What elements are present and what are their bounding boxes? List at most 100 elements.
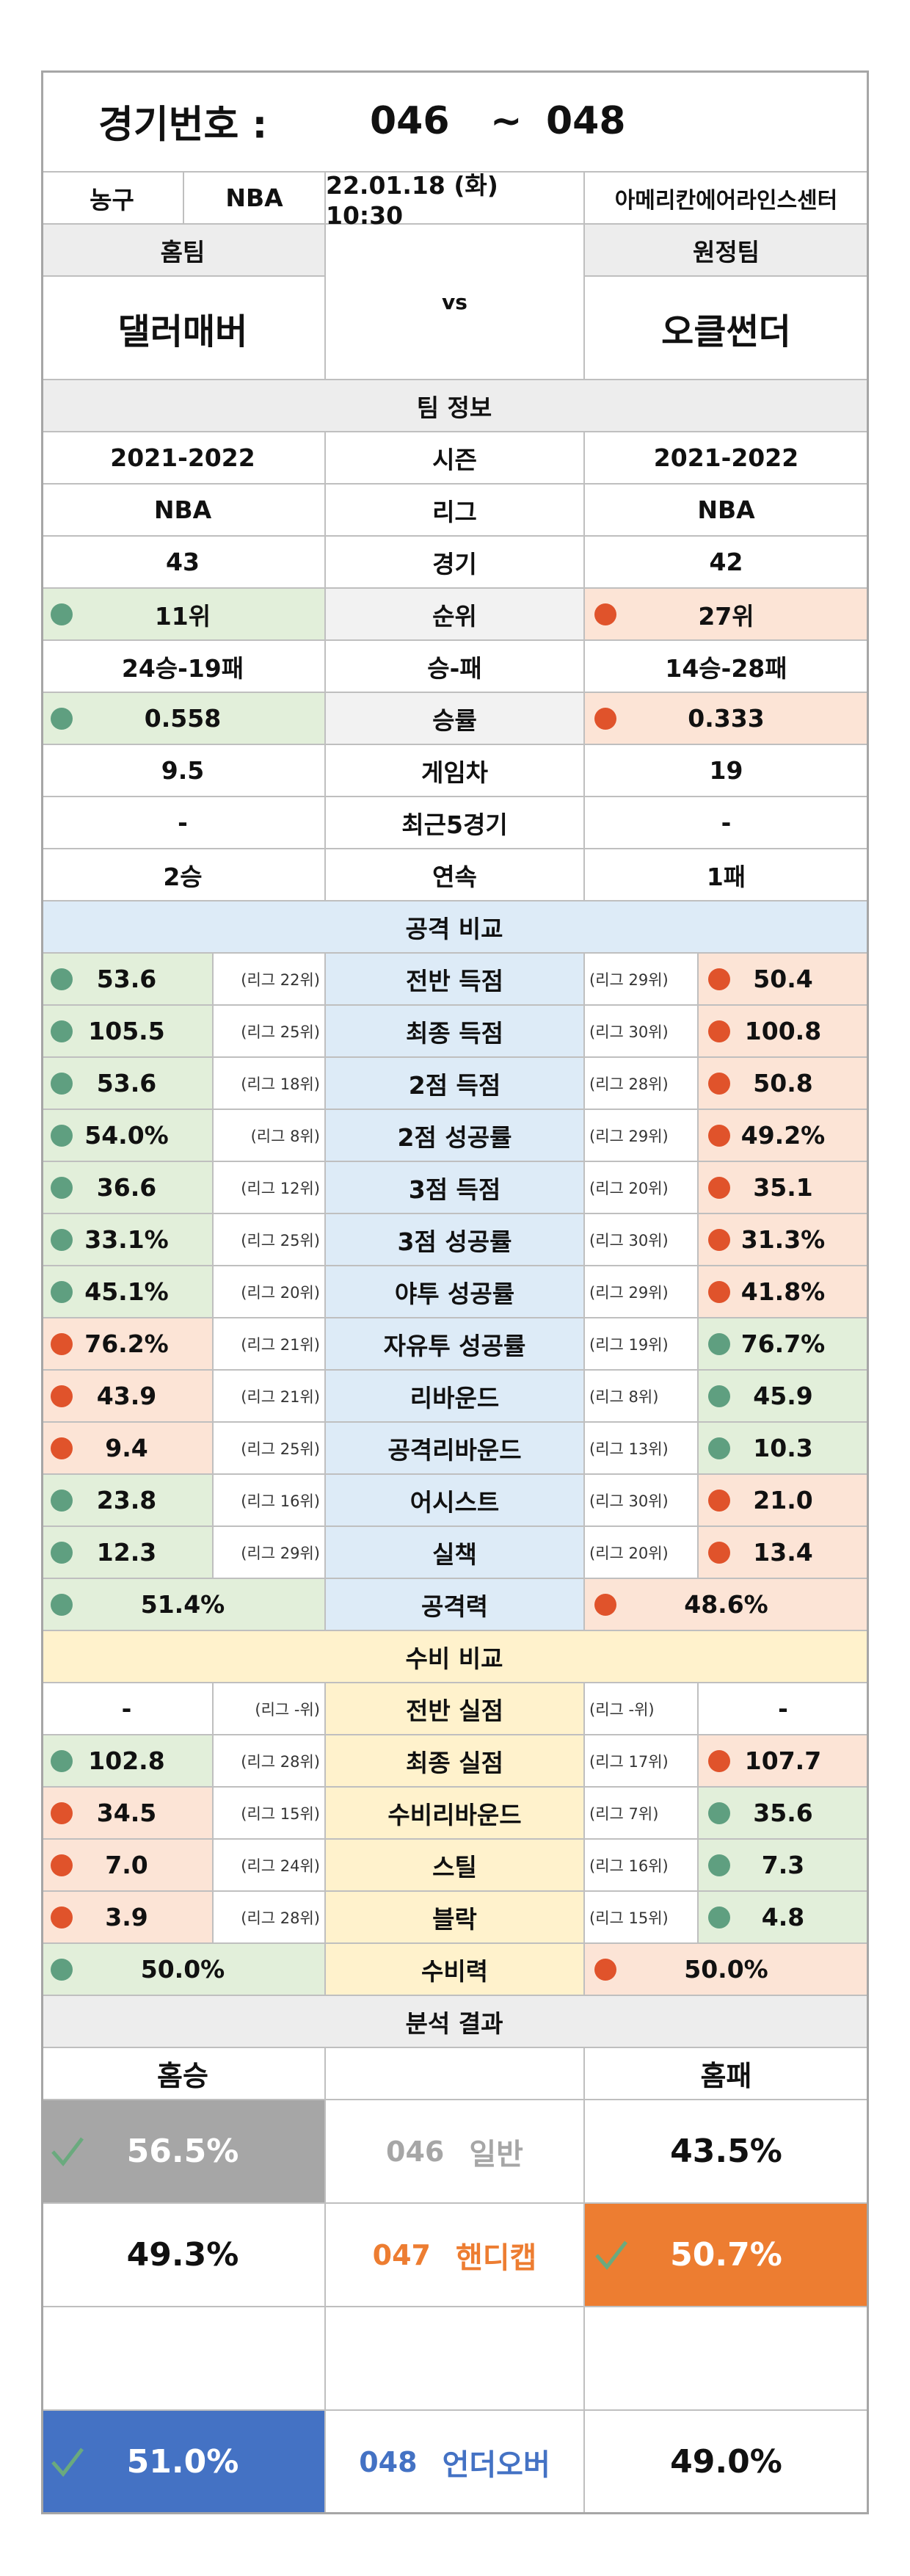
status-dot [51, 1072, 73, 1095]
to-code: 048 [546, 98, 626, 143]
bet-name: 일반 [469, 2137, 523, 2172]
from-code: 046 [370, 98, 450, 143]
home-value: 45.1% [41, 1266, 214, 1318]
section-title: 분석 결과 [41, 1996, 869, 2048]
away-value: 100.8 [699, 1006, 869, 1058]
status-dot [51, 1541, 73, 1564]
home-value: 54.0% [41, 1110, 214, 1162]
status-dot [51, 1020, 73, 1042]
status-dot [51, 1489, 73, 1512]
cell-text: (리그 16위) [589, 1857, 669, 1875]
home-value: NBA [41, 485, 326, 537]
cell-text: 23.8 [96, 1486, 157, 1514]
stat-label: 실책 [326, 1527, 585, 1579]
cell-text: (리그 30위) [589, 1492, 669, 1510]
cell-text: 시즌 [432, 445, 477, 474]
home-win-prob: 56.5% [41, 2100, 326, 2204]
away-rank: (리그 15위) [585, 1892, 699, 1944]
cell-text: 31.3% [740, 1225, 826, 1254]
away-value: 48.6% [585, 1579, 869, 1631]
home-value: 36.6 [41, 1162, 214, 1214]
cell-text: (리그 17위) [589, 1752, 669, 1771]
status-dot [708, 1489, 730, 1512]
status-dot [51, 1906, 73, 1929]
stat-label: 공격리바운드 [326, 1423, 585, 1475]
stat-label: 3점 득점 [326, 1162, 585, 1214]
status-dot [51, 603, 73, 625]
cell-text: vs [442, 289, 467, 314]
status-dot [594, 1593, 616, 1616]
bet-type: 048 언더오버 [326, 2411, 585, 2514]
home-win-prob: 49.3% [41, 2204, 326, 2307]
cell-text: 7.0 [105, 1851, 148, 1879]
away-value: 13.4 [699, 1527, 869, 1579]
status-dot [708, 1020, 730, 1042]
cell-text: 49.0% [670, 2443, 782, 2481]
home-rank: (리그 20위) [214, 1266, 326, 1318]
away-value: 2021-2022 [585, 432, 869, 485]
cell-text: (리그 22위) [241, 970, 320, 989]
away-value: 35.6 [699, 1788, 869, 1840]
stat-label: 순위 [326, 589, 585, 641]
cell-text: (리그 30위) [589, 1023, 669, 1041]
status-dot [51, 707, 73, 730]
cell-text: 팀 정보 [416, 393, 492, 422]
cell-text: (리그 21위) [241, 1335, 320, 1354]
cell-text: 27위 [698, 601, 754, 631]
cell-text: 50.0% [684, 1955, 768, 1984]
cell-text: 블락 [432, 1904, 477, 1934]
cell-text: (리그 20위) [589, 1544, 669, 1562]
cell-text: 105.5 [88, 1017, 165, 1045]
cell-text: (리그 8위) [250, 1127, 320, 1145]
cell-text: (리그 28위) [241, 1752, 320, 1771]
check-icon [51, 2136, 84, 2166]
cell-text: - [178, 808, 188, 837]
cell-text: (리그 25위) [241, 1023, 320, 1041]
cell-text: 홈팀 [160, 237, 205, 266]
cell-text: 2021-2022 [110, 443, 255, 472]
cell-text: - [721, 808, 732, 837]
cell-text: 24승-19패 [121, 653, 244, 683]
home-rank: (리그 22위) [214, 954, 326, 1006]
cell-text: 107.7 [744, 1746, 822, 1775]
blank [326, 2307, 585, 2411]
away-value: 45.9 [699, 1371, 869, 1423]
cell-text: (리그 29위) [241, 1544, 320, 1562]
venue: 아메리칸에어라인스센터 [585, 173, 869, 225]
cell-text: 승-패 [427, 653, 482, 683]
section-title: 공격 비교 [41, 901, 869, 954]
away-rank: (리그 7위) [585, 1788, 699, 1840]
cell-text: (리그 16위) [241, 1492, 320, 1510]
home-rank: (리그 16위) [214, 1475, 326, 1527]
home-rank: (리그 28위) [214, 1892, 326, 1944]
cell-text: 53.6 [96, 1069, 157, 1097]
cell-text: 49.3% [126, 2236, 239, 2274]
cell-text: 아메리칸에어라인스센터 [614, 187, 838, 214]
home-rank: (리그 29위) [214, 1527, 326, 1579]
cell-text: - [121, 1694, 132, 1723]
cell-text: 연속 [432, 862, 477, 891]
cell-text: (리그 -위) [589, 1700, 655, 1719]
status-dot [51, 1280, 73, 1303]
cell-text: 최근5경기 [401, 810, 508, 839]
status-dot [708, 1385, 730, 1407]
away-value: 31.3% [699, 1214, 869, 1266]
home-value: 9.4 [41, 1423, 214, 1475]
status-dot [708, 968, 730, 990]
cell-text: 홈승 [157, 2060, 208, 2092]
cell-text: 53.6 [96, 965, 157, 993]
sport: 농구 [41, 173, 184, 225]
away-rank: (리그 29위) [585, 1266, 699, 1318]
status-dot [708, 1332, 730, 1355]
home-value: 102.8 [41, 1735, 214, 1788]
stat-label: 전반 실점 [326, 1683, 585, 1735]
cell-text: 49.2% [740, 1121, 826, 1150]
home-rank: (리그 24위) [214, 1840, 326, 1892]
check-icon [51, 2447, 84, 2477]
cell-text: 최종 실점 [406, 1748, 503, 1777]
away-value: 41.8% [699, 1266, 869, 1318]
cell-text: 35.1 [753, 1173, 813, 1202]
stat-label: 수비력 [326, 1944, 585, 1996]
home-rank: (리그 15위) [214, 1788, 326, 1840]
cell-text: 농구 [90, 185, 134, 214]
